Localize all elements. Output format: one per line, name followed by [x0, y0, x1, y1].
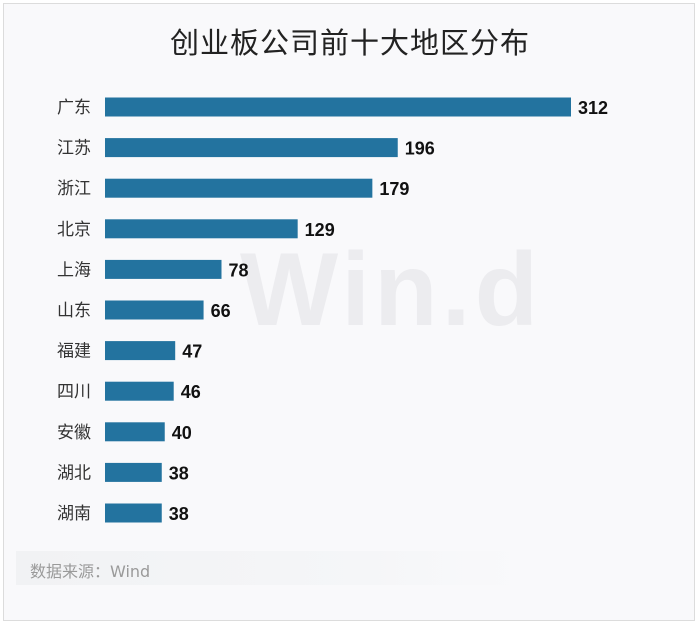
- source-note: 数据来源：Wind: [30, 562, 151, 581]
- bar: [105, 97, 571, 117]
- bar: [105, 422, 165, 442]
- value-label: 38: [169, 463, 189, 483]
- category-label: 湖南: [57, 504, 91, 524]
- value-label: 129: [305, 220, 335, 240]
- category-label: 山东: [57, 301, 91, 321]
- chart-title: 创业板公司前十大地区分布: [169, 26, 530, 60]
- value-label: 40: [172, 423, 192, 443]
- bar: [105, 259, 222, 279]
- category-label: 上海: [57, 260, 91, 280]
- value-label: 312: [578, 98, 608, 118]
- bar: [105, 381, 174, 401]
- value-label: 179: [379, 179, 409, 199]
- value-label: 46: [181, 382, 201, 402]
- value-label: 78: [229, 260, 249, 280]
- value-label: 38: [169, 504, 189, 524]
- value-label: 196: [405, 139, 435, 159]
- category-label: 广东: [57, 98, 91, 118]
- bar: [105, 300, 204, 320]
- value-label: 66: [211, 301, 231, 321]
- source-band: [16, 551, 520, 585]
- bar: [105, 341, 176, 361]
- category-label: 四川: [57, 382, 91, 402]
- bar: [105, 503, 162, 523]
- category-label: 北京: [57, 220, 91, 240]
- category-label: 湖北: [57, 463, 91, 483]
- category-label: 福建: [57, 342, 91, 362]
- value-label: 47: [182, 342, 202, 362]
- category-label: 安徽: [57, 423, 91, 443]
- bar: [105, 138, 398, 158]
- category-label: 浙江: [57, 179, 91, 199]
- bar: [105, 178, 373, 198]
- bar: [105, 219, 298, 239]
- category-label: 江苏: [57, 139, 91, 159]
- bar: [105, 462, 162, 482]
